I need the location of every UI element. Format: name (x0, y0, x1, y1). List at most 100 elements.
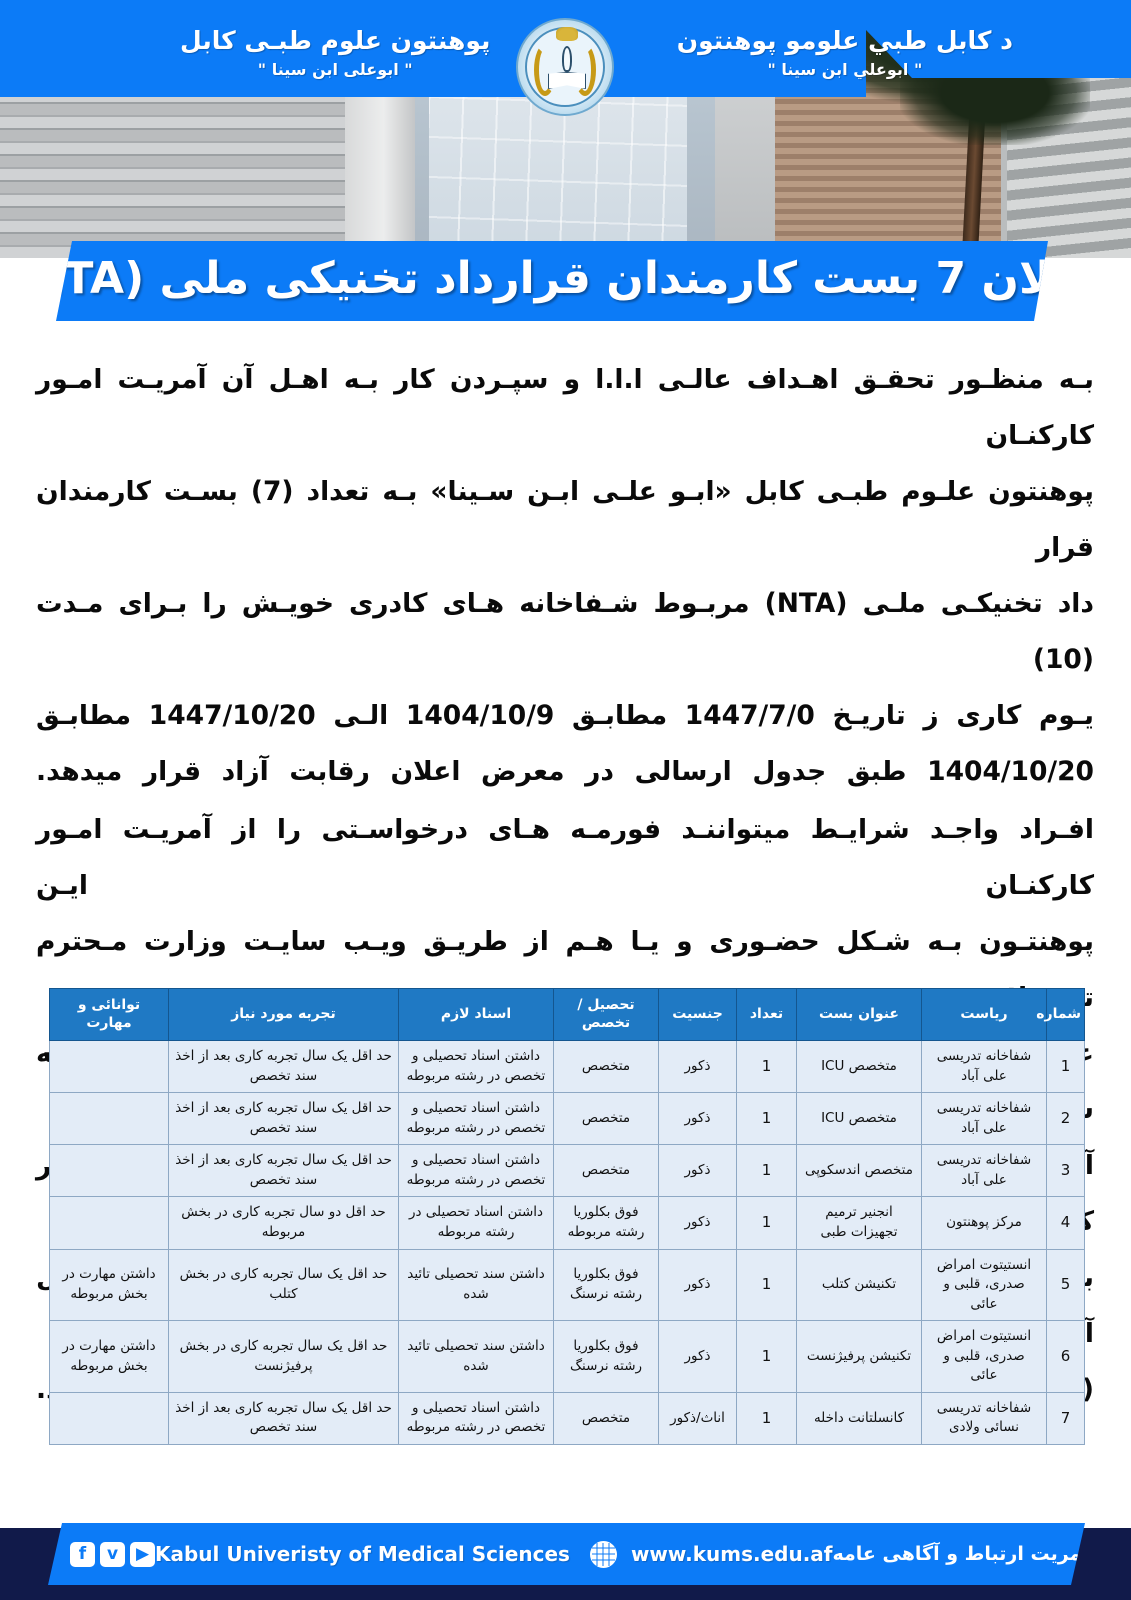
cell-onvan: متخصص ICU (796, 1039, 922, 1094)
title-ribbon: اعلان 7 بست کارمندان قرارداد تخنیکی ملی … (56, 241, 1048, 321)
col-header-riasat: ریاست (921, 988, 1047, 1041)
cell-jinsiyat: ذکور (658, 1248, 737, 1322)
cell-onvan: کانسلتانت داخله (796, 1391, 922, 1446)
cell-tahsil: فوق بکلوریا رشته مربوطه (553, 1196, 659, 1250)
cell-tawanai: داشتن مهارت در بخش مربوطه (49, 1248, 169, 1322)
table-row: 5 انستیتوت امراض صدری، قلبی و عائی تکنیش… (49, 1248, 1085, 1322)
cell-tajroba: حد اقل یک سال تجربه کاری بعد از اخذ سند … (168, 1391, 399, 1446)
cell-asnad: داشتن اسناد تحصیلی و تخصص در رشته مربوطه (398, 1039, 554, 1094)
cell-jinsiyat: اناث/ذکور (658, 1391, 737, 1446)
cell-onvan: انجنیر ترمیم تجهیزات طبی (796, 1196, 922, 1250)
cell-tajroba: حد اقل یک سال تجربه کاری بعد از اخذ سند … (168, 1039, 399, 1094)
cell-onvan: تکنیشن کتلب (796, 1248, 922, 1322)
cell-tajroba: حد اقل دو سال تجربه کاری در بخش مربوطه (168, 1196, 399, 1250)
university-emblem-icon (516, 18, 614, 116)
cell-tahsil: فوق بکلوریا رشته نرسنگ (553, 1320, 659, 1393)
cell-tahsil: متخصص (553, 1092, 659, 1146)
table-row: 2 شفاخانه تدریسی علی آباد متخصص ICU 1 ذک… (49, 1092, 1085, 1146)
cell-jinsiyat: ذکور (658, 1039, 737, 1094)
youtube-icon[interactable]: ▶ (130, 1541, 155, 1567)
cell-tahsil: متخصص (553, 1039, 659, 1094)
cell-no: 4 (1046, 1196, 1085, 1250)
vacancy-table-wrapper: شماره ریاست عنوان بست تعداد جنسیت تحصیل … (49, 988, 1085, 1446)
cell-tedad: 1 (736, 1196, 797, 1250)
paragraph-1-line-1: بـه منظـور تحقـق اهـداف عالـی ا.ا.ا و سپ… (36, 364, 1094, 451)
cell-tedad: 1 (736, 1039, 797, 1094)
page-title: اعلان 7 بست کارمندان قرارداد تخنیکی ملی … (6, 253, 1098, 304)
col-header-tedad: تعداد (736, 988, 797, 1041)
col-header-tahsil: تحصیل / تخصص (553, 988, 659, 1041)
cell-onvan: متخصص ICU (796, 1092, 922, 1146)
table-row: 1 شفاخانه تدریسی علی آباد متخصص ICU 1 ذک… (49, 1039, 1085, 1094)
cell-onvan: تکنیشن پرفیژنست (796, 1320, 922, 1393)
cell-no: 6 (1046, 1320, 1085, 1393)
col-header-tajroba: تجربه مورد نیاز (168, 988, 399, 1041)
paragraph-1-line-5: 1404/10/20 طبق جدول ارسالی در معرض اعلان… (36, 756, 1094, 787)
cell-tawanai (49, 1039, 169, 1094)
paragraph-1-line-2: پوهنتون علـوم طبـی کابل «ابـو علـی ابـن … (36, 476, 1094, 563)
paragraph-1-line-4: یـوم کاری ز تاریـخ 1447/7/0 مطابـق 1404/… (36, 700, 1095, 731)
emblem-wreath-left (534, 44, 556, 96)
cell-tahsil: فوق بکلوریا رشته نرسنگ (553, 1248, 659, 1322)
cell-tahsil: متخصص (553, 1391, 659, 1446)
header-title-dari-line1: پوهنتون علوم طبـی کابل (180, 26, 491, 55)
cell-tajroba: حد اقل یک سال تجربه کاری بعد از اخذ سند … (168, 1092, 399, 1146)
cell-jinsiyat: ذکور (658, 1092, 737, 1146)
vacancy-table: شماره ریاست عنوان بست تعداد جنسیت تحصیل … (49, 988, 1085, 1446)
cell-tajroba: حد اقل یک سال تجربه کاری در بخش پرفیژنست (168, 1320, 399, 1393)
header-title-pashto-line1: د کابل طبي علومو پوهنتون (676, 26, 1013, 55)
facebook-icon[interactable]: f (70, 1541, 95, 1567)
cell-asnad: داشتن اسناد تحصیلی و تخصص در رشته مربوطه (398, 1092, 554, 1146)
table-row: 7 شفاخانه تدریسی نسائی ولادی کانسلتانت د… (49, 1391, 1085, 1446)
table-row: 3 شفاخانه تدریسی علی آباد متخصص اندسکوپی… (49, 1144, 1085, 1198)
cell-tawanai (49, 1144, 169, 1198)
header-title-pashto: د کابل طبي علومو پوهنتون " ابوعلي ابن سي… (677, 26, 1013, 79)
cell-tedad: 1 (736, 1391, 797, 1446)
col-header-no: شماره (1036, 988, 1085, 1041)
cell-tawanai (49, 1092, 169, 1146)
col-header-jinsiyat: جنسیت (658, 988, 737, 1041)
cell-tawanai: داشتن مهارت در بخش مربوطه (49, 1320, 169, 1393)
cell-asnad: داشتن سند تحصیلی تائید شده (398, 1248, 554, 1322)
cell-tawanai (49, 1196, 169, 1250)
cell-riasat: شفاخانه تدریسی علی آباد (921, 1144, 1047, 1198)
globe-icon (589, 1540, 617, 1568)
cell-no: 2 (1046, 1092, 1085, 1146)
cell-jinsiyat: ذکور (658, 1144, 737, 1198)
footer-website-url[interactable]: www.kums.edu.af (630, 1542, 833, 1566)
paragraph-2-line-2: پوهنتـون بـه شـکل حضـوری و یـا هـم از طر… (36, 926, 1094, 1013)
col-header-onvan: عنوان بست (796, 988, 922, 1041)
cell-onvan: متخصص اندسکوپی (796, 1144, 922, 1198)
table-row: 6 انستیتوت امراض صدری، قلبی و عائی تکنیش… (49, 1320, 1085, 1393)
header-title-dari-line2: " ابوعلی ابن سینا " (257, 60, 413, 79)
cell-riasat: مرکز پوهنتون (921, 1196, 1047, 1250)
cell-tajroba: حد اقل یک سال تجربه کاری بعد از اخذ سند … (168, 1144, 399, 1198)
cell-riasat: انستیتوت امراض صدری، قلبی و عائی (921, 1320, 1047, 1393)
cell-riasat: شفاخانه تدریسی علی آباد (921, 1092, 1047, 1146)
emblem-serpent-icon (562, 46, 572, 72)
header-title-pashto-line2: " ابوعلي ابن سينا " (767, 60, 923, 79)
emblem-crest (556, 27, 578, 41)
col-header-tawanai: توانائی و مهارت (49, 988, 169, 1041)
cell-riasat: شفاخانه تدریسی نسائی ولادی (921, 1391, 1047, 1446)
cell-tedad: 1 (736, 1248, 797, 1322)
paragraph-1-line-3: داد تخنیکـی ملـی (NTA) مربـوط شـفاخانه ه… (36, 588, 1094, 675)
cell-asnad: داشتن اسناد تحصیلی و تخصص در رشته مربوطه (398, 1391, 554, 1446)
paragraph-2-line-1: افـراد واجـد شرایـط میتواننـد فورمـه هـا… (36, 814, 1094, 901)
cell-jinsiyat: ذکور (658, 1196, 737, 1250)
emblem-wreath-right (574, 44, 596, 96)
cell-tajroba: حد اقل یک سال تجربه کاری در بخش کتلب (168, 1248, 399, 1322)
cell-riasat: شفاخانه تدریسی علی آباد (921, 1039, 1047, 1094)
cell-no: 7 (1046, 1391, 1085, 1446)
footer-page-name: Kabul Univeristy of Medical Sciences (155, 1542, 570, 1566)
cell-no: 1 (1046, 1039, 1085, 1094)
twitter-icon[interactable]: ᴠ (100, 1541, 125, 1567)
paragraph-1: بـه منظـور تحقـق اهـداف عالـی ا.ا.ا و سپ… (36, 352, 1094, 800)
cell-riasat: انستیتوت امراض صدری، قلبی و عائی (921, 1248, 1047, 1322)
table-row: 4 مرکز پوهنتون انجنیر ترمیم تجهیزات طبی … (49, 1196, 1085, 1250)
cell-tedad: 1 (736, 1092, 797, 1146)
cell-tahsil: متخصص (553, 1144, 659, 1198)
cell-no: 3 (1046, 1144, 1085, 1198)
cell-asnad: داشتن سند تحصیلی تائید شده (398, 1320, 554, 1393)
